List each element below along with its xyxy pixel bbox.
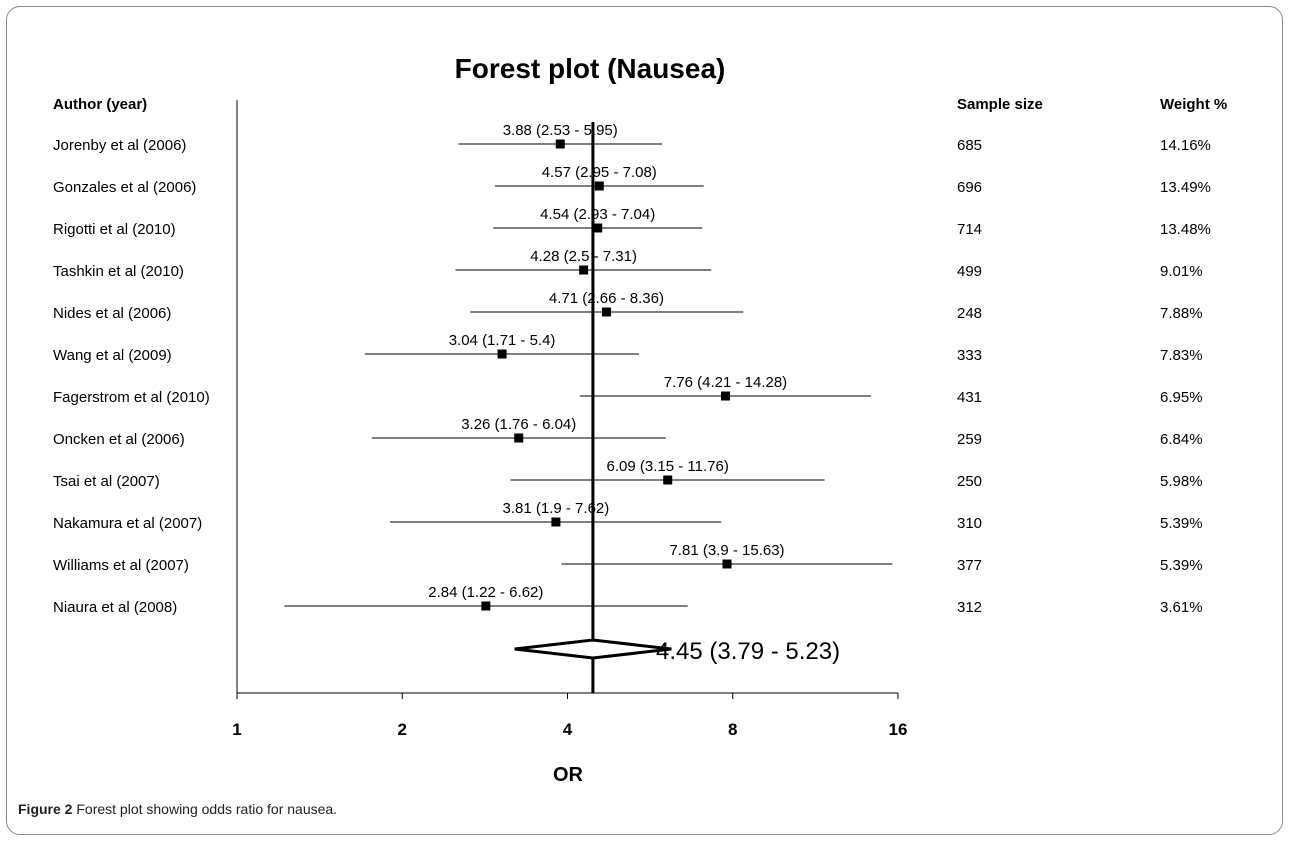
study-row: Jorenby et al (2006) 3.88 (2.53 - 5.95) 68… xyxy=(53,122,1211,154)
sample-size-value: 499 xyxy=(957,263,982,280)
weight-value: 13.48% xyxy=(1160,221,1211,238)
study-row: Nakamura et al (2007) 3.81 (1.9 - 7.62) 31… xyxy=(53,500,1203,532)
study-row: Tashkin et al (2010) 4.28 (2.5 - 7.31) 499… xyxy=(53,248,1203,280)
estimate-label: 7.81 (3.9 - 15.63) xyxy=(669,542,784,559)
study-row: Gonzales et al (2006) 4.57 (2.95 - 7.08) 6… xyxy=(53,164,1211,196)
sample-size-value: 696 xyxy=(957,179,982,196)
figure-label: Figure 2 xyxy=(18,801,73,817)
point-estimate-marker xyxy=(481,601,491,611)
point-estimate-marker xyxy=(594,181,604,191)
figure-caption-text: Forest plot showing odds ratio for nause… xyxy=(76,801,338,817)
weight-value: 13.49% xyxy=(1160,179,1211,196)
point-estimate-marker xyxy=(601,307,611,317)
column-header-author: Author (year) xyxy=(53,96,147,113)
study-author: Oncken et al (2006) xyxy=(53,431,185,448)
weight-value: 7.88% xyxy=(1160,305,1203,322)
weight-value: 3.61% xyxy=(1160,599,1203,616)
study-row: Fagerstrom et al (2010) 7.76 (4.21 - 14.2… xyxy=(53,374,1203,406)
x-tick-label: 4 xyxy=(563,720,573,739)
weight-value: 14.16% xyxy=(1160,137,1211,154)
study-author: Tsai et al (2007) xyxy=(53,473,160,490)
sample-size-value: 259 xyxy=(957,431,982,448)
study-row: Williams et al (2007) 7.81 (3.9 - 15.63) 3… xyxy=(53,542,1203,574)
chart-title: Forest plot (Nausea) xyxy=(455,53,726,84)
x-tick-label: 8 xyxy=(728,720,737,739)
study-author: Rigotti et al (2010) xyxy=(53,221,176,238)
estimate-label: 2.84 (1.22 - 6.62) xyxy=(428,584,543,601)
x-tick-label: 2 xyxy=(398,720,407,739)
point-estimate-marker xyxy=(514,433,524,443)
estimate-label: 3.26 (1.76 - 6.04) xyxy=(461,416,576,433)
pooled-estimate-label: 4.45 (3.79 - 5.23) xyxy=(656,638,840,665)
sample-size-value: 248 xyxy=(957,305,982,322)
column-header-sample-size: Sample size xyxy=(957,96,1043,113)
weight-value: 9.01% xyxy=(1160,263,1203,280)
weight-value: 5.98% xyxy=(1160,473,1203,490)
sample-size-value: 310 xyxy=(957,515,982,532)
study-author: Nides et al (2006) xyxy=(53,305,171,322)
study-author: Wang et al (2009) xyxy=(53,347,172,364)
weight-value: 6.84% xyxy=(1160,431,1203,448)
x-axis: 1 2 4 8 16 xyxy=(232,100,907,739)
sample-size-value: 250 xyxy=(957,473,982,490)
study-row: Tsai et al (2007) 6.09 (3.15 - 11.76) 250 5… xyxy=(53,458,1203,490)
study-author: Fagerstrom et al (2010) xyxy=(53,389,210,406)
study-author: Jorenby et al (2006) xyxy=(53,137,186,154)
sample-size-value: 431 xyxy=(957,389,982,406)
study-row: Rigotti et al (2010) 4.54 (2.93 - 7.04) 71… xyxy=(53,206,1211,238)
study-row: Niaura et al (2008) 2.84 (1.22 - 6.62) 312… xyxy=(53,584,1203,616)
estimate-label: 3.88 (2.53 - 5.95) xyxy=(503,122,618,139)
sample-size-value: 377 xyxy=(957,557,982,574)
weight-value: 7.83% xyxy=(1160,347,1203,364)
estimate-label: 4.28 (2.5 - 7.31) xyxy=(530,248,637,265)
x-axis-label: OR xyxy=(553,764,584,786)
point-estimate-marker xyxy=(555,139,565,149)
x-tick-label: 16 xyxy=(889,720,908,739)
estimate-label: 4.54 (2.93 - 7.04) xyxy=(540,206,655,223)
point-estimate-marker xyxy=(579,265,589,275)
weight-value: 5.39% xyxy=(1160,515,1203,532)
sample-size-value: 333 xyxy=(957,347,982,364)
weight-value: 6.95% xyxy=(1160,389,1203,406)
study-author: Niaura et al (2008) xyxy=(53,599,177,616)
pooled-diamond xyxy=(514,638,672,660)
estimate-label: 7.76 (4.21 - 14.28) xyxy=(664,374,787,391)
point-estimate-marker xyxy=(722,559,732,569)
figure-caption: Figure 2 Forest plot showing odds ratio … xyxy=(18,801,337,817)
point-estimate-marker xyxy=(551,517,561,527)
study-author: Nakamura et al (2007) xyxy=(53,515,202,532)
sample-size-value: 714 xyxy=(957,221,982,238)
x-tick-label: 1 xyxy=(232,720,241,739)
study-author: Gonzales et al (2006) xyxy=(53,179,196,196)
study-row: Oncken et al (2006) 3.26 (1.76 - 6.04) 259… xyxy=(53,416,1203,448)
study-row: Wang et al (2009) 3.04 (1.71 - 5.4) 333 7.8… xyxy=(53,332,1203,364)
point-estimate-marker xyxy=(497,349,507,359)
sample-size-value: 312 xyxy=(957,599,982,616)
study-row: Nides et al (2006) 4.71 (2.66 - 8.36) 248 7… xyxy=(53,290,1203,322)
sample-size-value: 685 xyxy=(957,137,982,154)
point-estimate-marker xyxy=(593,223,603,233)
pooled-estimate: 4.45 (3.79 - 5.23) xyxy=(514,638,840,665)
study-author: Tashkin et al (2010) xyxy=(53,263,184,280)
estimate-label: 6.09 (3.15 - 11.76) xyxy=(607,458,729,475)
study-author: Williams et al (2007) xyxy=(53,557,189,574)
weight-value: 5.39% xyxy=(1160,557,1203,574)
estimate-label: 4.57 (2.95 - 7.08) xyxy=(542,164,657,181)
estimate-label: 3.04 (1.71 - 5.4) xyxy=(449,332,556,349)
estimate-label: 4.71 (2.66 - 8.36) xyxy=(549,290,664,307)
point-estimate-marker xyxy=(720,391,730,401)
column-header-weight: Weight % xyxy=(1160,96,1227,113)
point-estimate-marker xyxy=(663,475,673,485)
estimate-label: 3.81 (1.9 - 7.62) xyxy=(503,500,610,517)
study-rows: Jorenby et al (2006) 3.88 (2.53 - 5.95) 68… xyxy=(53,122,1211,616)
